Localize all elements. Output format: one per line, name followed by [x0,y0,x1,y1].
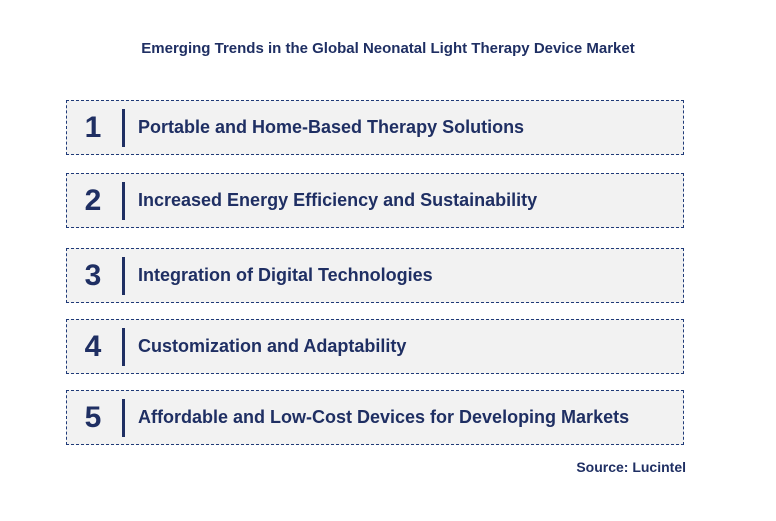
diagram-title: Emerging Trends in the Global Neonatal L… [141,40,635,57]
trend-divider [122,109,125,147]
trend-label: Customization and Adaptability [138,336,407,356]
trend-item-3: 3 Integration of Digital Technologies [66,248,684,303]
trend-number: 3 [84,258,102,292]
trend-item-5: 5 Affordable and Low-Cost Devices for De… [66,390,684,445]
trend-item-1: 1 Portable and Home-Based Therapy Soluti… [66,100,684,155]
trend-label: Integration of Digital Technologies [138,265,433,285]
trend-divider [122,257,125,295]
trend-number: 4 [84,329,102,363]
trend-label: Affordable and Low-Cost Devices for Deve… [138,407,630,427]
trend-item-4: 4 Customization and Adaptability [66,319,684,374]
trend-divider [122,182,125,220]
trend-divider [122,328,125,366]
trend-number: 2 [84,183,102,217]
trend-number: 5 [84,400,102,434]
trend-item-2: 2 Increased Energy Efficiency and Sustai… [66,173,684,228]
trend-divider [122,399,125,437]
trend-label: Increased Energy Efficiency and Sustaina… [138,190,538,210]
trend-label: Portable and Home-Based Therapy Solution… [138,117,525,137]
trend-number: 1 [84,110,102,144]
source-note: Source: Lucintel [576,459,686,475]
